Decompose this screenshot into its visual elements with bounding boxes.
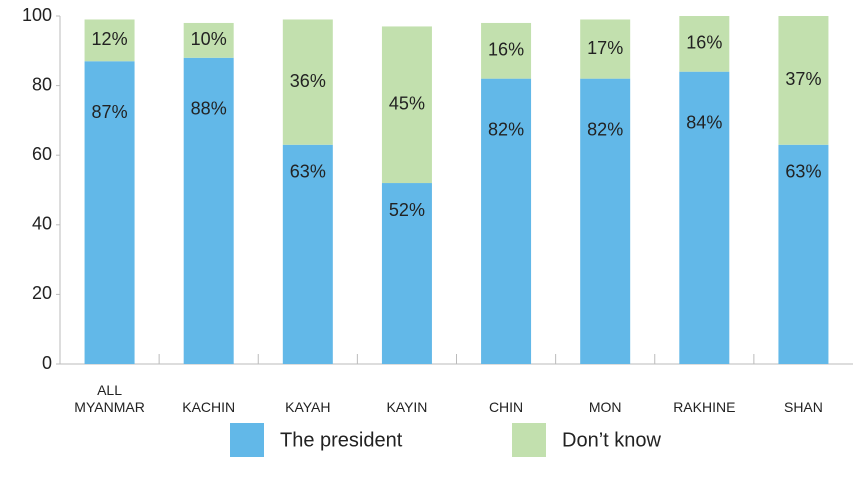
y-tick-label: 80	[32, 74, 52, 94]
bar-segment	[282, 19, 333, 145]
value-label: 12%	[92, 29, 128, 49]
bar-segment	[282, 144, 333, 364]
value-label: 82%	[488, 119, 524, 139]
value-label: 82%	[587, 119, 623, 139]
x-tick-label: MON	[588, 399, 622, 415]
x-tick-label: KAYAH	[285, 399, 331, 415]
value-label: 16%	[686, 33, 722, 53]
y-tick-label: 60	[32, 144, 52, 164]
bar-segment	[778, 16, 829, 145]
value-label: 10%	[191, 29, 227, 49]
bar-segment	[481, 22, 532, 79]
bar-segment	[679, 71, 730, 365]
y-tick-label: 0	[42, 353, 52, 373]
bar-segment	[84, 19, 135, 62]
x-tick-label: KACHIN	[182, 399, 236, 415]
bar-segment	[580, 78, 631, 364]
value-label: 17%	[587, 38, 623, 58]
x-tick-label: CHIN	[488, 399, 524, 415]
x-tick-label: KAYIN	[386, 399, 428, 415]
value-label: 84%	[686, 112, 722, 132]
value-label: 63%	[290, 162, 326, 182]
y-tick-label: 40	[32, 214, 52, 234]
bar-segment	[381, 183, 432, 364]
bar-segment	[84, 61, 135, 365]
value-label: 16%	[488, 40, 524, 60]
value-label: 36%	[290, 71, 326, 91]
value-label: 52%	[389, 200, 425, 220]
value-label: 37%	[785, 69, 821, 89]
x-tick-label: SHAN	[783, 399, 823, 415]
y-tick-label: 100	[22, 5, 52, 25]
bar-segment	[778, 144, 829, 364]
value-label: 45%	[389, 93, 425, 113]
legend-swatch	[230, 423, 264, 457]
legend-swatch	[512, 423, 546, 457]
x-tick-label: RAKHINE	[673, 399, 736, 415]
y-tick-label: 20	[32, 283, 52, 303]
value-label: 88%	[191, 99, 227, 119]
value-label: 87%	[92, 102, 128, 122]
bar-segment	[580, 19, 631, 79]
bar-segment	[481, 78, 532, 364]
x-tick-label: ALL MYANMAR	[74, 382, 145, 415]
legend-label: The president	[280, 429, 403, 451]
legend-label: Don’t know	[562, 429, 661, 451]
bar-segment	[183, 57, 234, 364]
bar-segment	[679, 16, 730, 72]
bar-segment	[381, 26, 432, 184]
bar-segment	[183, 22, 234, 58]
value-label: 63%	[785, 162, 821, 182]
